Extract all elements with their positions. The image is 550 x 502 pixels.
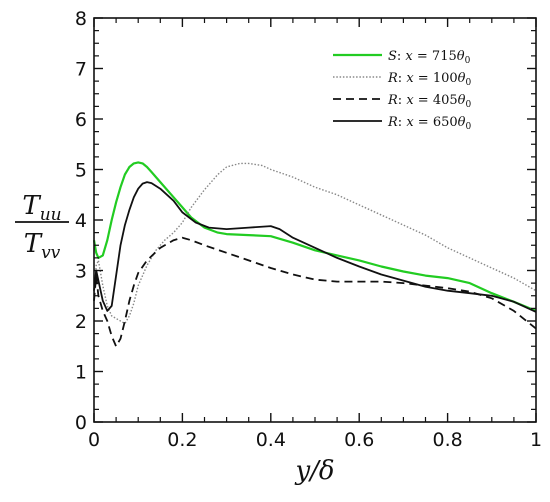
y-axis-label-numerator: Tuu <box>22 191 61 225</box>
y-tick-label: 8 <box>75 8 87 30</box>
x-tick-label: 0.8 <box>432 429 462 451</box>
x-tick-label: 0.2 <box>167 429 197 451</box>
series-line-2 <box>93 162 537 325</box>
legend-label-1: S: x = 715θ0 <box>388 49 471 66</box>
y-tick-label: 3 <box>75 261 87 283</box>
x-tick-label: 0 <box>88 429 100 451</box>
series-line-4 <box>93 181 537 313</box>
x-axis-label: y/δ <box>294 456 334 486</box>
series-line-3 <box>93 236 537 348</box>
legend-label-2: R: x = 100θ0 <box>387 71 471 88</box>
axis-ticks: 0 0.2 0.4 0.6 0.8 1 0 1 2 3 4 5 6 7 8 <box>75 8 542 451</box>
y-tick-label: 7 <box>75 59 87 81</box>
y-axis-label: Tuu Tvv <box>15 191 69 263</box>
x-tick-label: 1 <box>530 429 542 451</box>
y-tick-label: 5 <box>75 160 87 182</box>
y-tick-label: 2 <box>75 311 87 333</box>
x-tick-label: 0.6 <box>344 429 374 451</box>
legend-label-4: R: x = 650θ0 <box>387 115 471 132</box>
y-tick-label: 0 <box>75 412 87 434</box>
plot-lines <box>92 161 537 348</box>
legend: S: x = 715θ0 R: x = 100θ0 R: x = 405θ0 R: x… <box>333 49 471 132</box>
y-tick-label: 4 <box>75 210 87 232</box>
y-tick-label: 1 <box>75 362 87 384</box>
y-tick-label: 6 <box>75 109 87 131</box>
x-tick-label: 0.4 <box>256 429 286 451</box>
series-line-1 <box>92 161 537 312</box>
legend-label-3: R: x = 405θ0 <box>387 93 471 110</box>
y-axis-label-denominator: Tvv <box>24 229 61 263</box>
